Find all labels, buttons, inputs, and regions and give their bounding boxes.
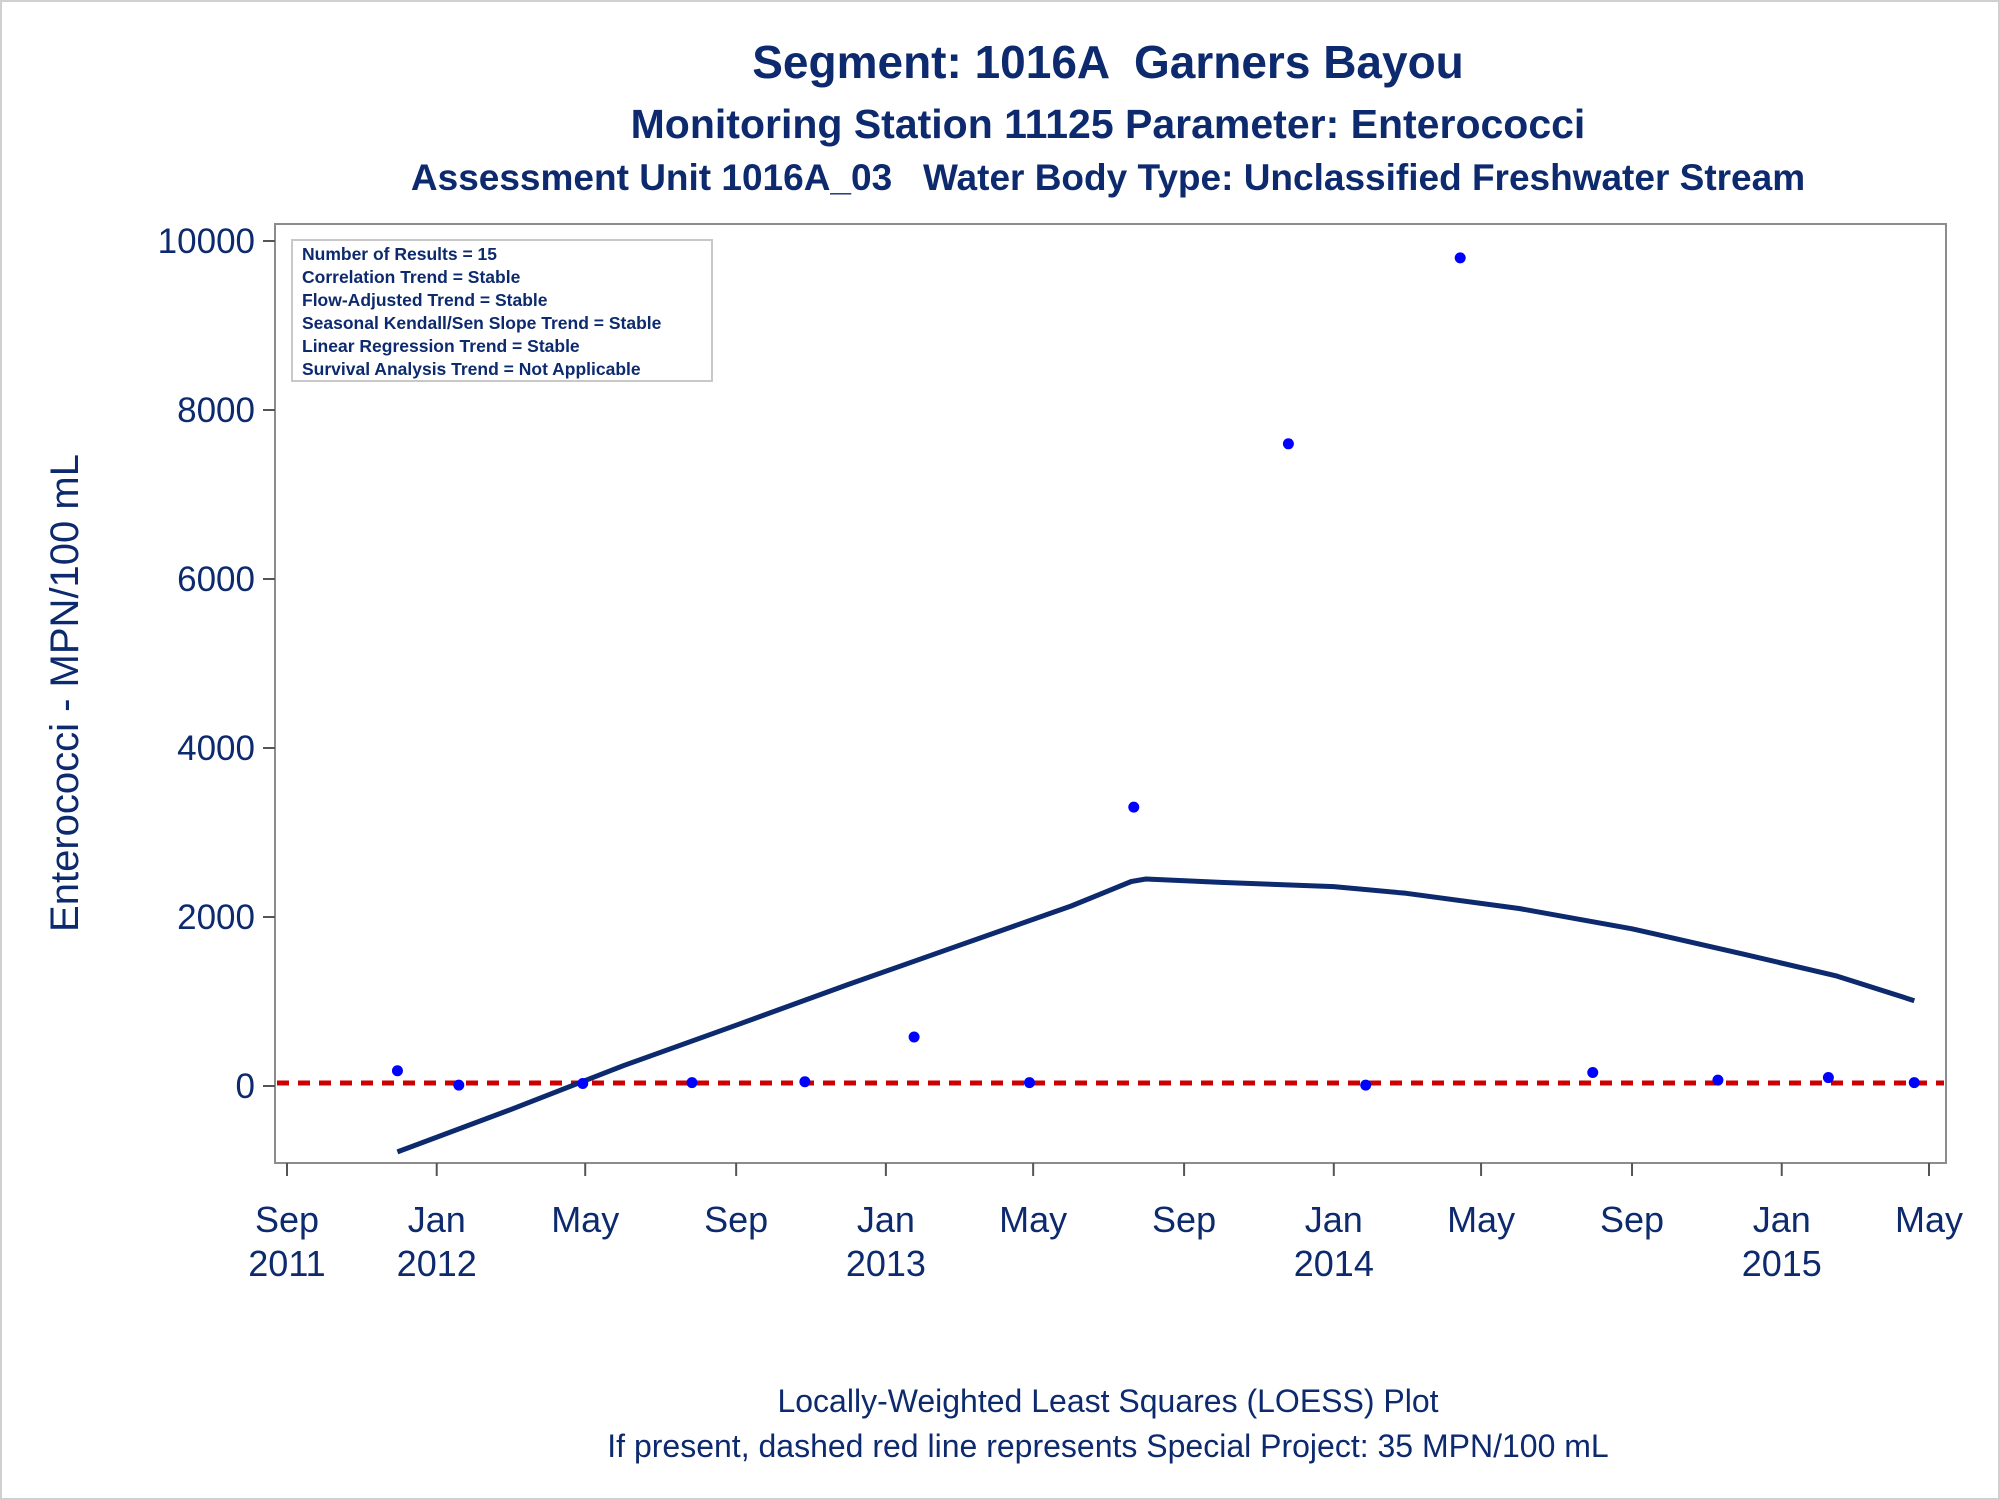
data-point — [577, 1077, 589, 1089]
y-tick-label: 6000 — [177, 560, 255, 599]
y-tick-label: 10000 — [158, 222, 255, 261]
chart-subtitle: Monitoring Station 11125 Parameter: Ente… — [631, 101, 1586, 147]
legend-entry: Flow-Adjusted Trend = Stable — [302, 290, 548, 310]
legend-entry: Seasonal Kendall/Sen Slope Trend = Stabl… — [302, 313, 662, 333]
data-point — [1023, 1077, 1035, 1089]
x-tick-year-label: 2012 — [397, 1243, 477, 1284]
x-tick-label: May — [1895, 1199, 1963, 1240]
x-tick-label: Jan — [1753, 1199, 1811, 1240]
data-point — [391, 1065, 403, 1077]
data-point — [686, 1077, 698, 1089]
x-tick-label: May — [1447, 1199, 1515, 1240]
x-tick-label: Sep — [704, 1199, 768, 1240]
trend-legend: Number of Results = 15 Correlation Trend… — [291, 239, 713, 382]
legend-entry: Survival Analysis Trend = Not Applicable — [302, 359, 641, 379]
data-point — [799, 1076, 811, 1088]
chart-subtitle-2: Assessment Unit 1016A_03 Water Body Type… — [411, 157, 1805, 198]
x-tick-label: May — [551, 1199, 619, 1240]
data-point — [1282, 438, 1294, 450]
x-tick-year-label: 2013 — [846, 1243, 926, 1284]
x-tick-label: May — [999, 1199, 1067, 1240]
data-point — [1712, 1074, 1724, 1086]
x-tick-year-label: 2015 — [1742, 1243, 1822, 1284]
data-point — [1128, 801, 1140, 813]
y-tick-label: 2000 — [177, 898, 255, 937]
y-tick-label: 4000 — [177, 729, 255, 768]
loess-curve — [396, 876, 1916, 1155]
y-axis: 0 2000 4000 6000 8000 10000 — [158, 222, 275, 1106]
data-point — [1454, 252, 1466, 264]
legend-entry: Linear Regression Trend = Stable — [302, 336, 580, 356]
legend-entry: Number of Results = 15 — [302, 244, 497, 264]
data-point — [1908, 1077, 1920, 1089]
legend-box — [291, 239, 713, 382]
x-tick-label: Jan — [408, 1199, 466, 1240]
y-tick-label: 8000 — [177, 391, 255, 430]
y-tick-label: 0 — [236, 1067, 255, 1106]
x-tick-year-label: 2014 — [1294, 1243, 1374, 1284]
data-point — [1360, 1079, 1372, 1091]
x-tick-label: Sep — [1152, 1199, 1216, 1240]
data-point — [453, 1079, 465, 1091]
x-tick-year-label: 2011 — [248, 1243, 325, 1284]
data-point — [1822, 1072, 1834, 1084]
x-tick-label: Jan — [1305, 1199, 1363, 1240]
data-points — [391, 252, 1920, 1091]
data-point — [1587, 1066, 1599, 1078]
y-axis-label: Enterococci - MPN/100 mL — [43, 454, 87, 932]
x-tick-label: Sep — [255, 1199, 319, 1240]
data-point — [908, 1031, 920, 1043]
x-tick-label: Sep — [1600, 1199, 1664, 1240]
footnote: Locally-Weighted Least Squares (LOESS) P… — [777, 1383, 1438, 1419]
legend-entry: Correlation Trend = Stable — [302, 267, 521, 287]
x-tick-label: Jan — [857, 1199, 915, 1240]
footnote: If present, dashed red line represents S… — [607, 1428, 1608, 1464]
chart-title: Segment: 1016A Garners Bayou — [752, 36, 1464, 88]
